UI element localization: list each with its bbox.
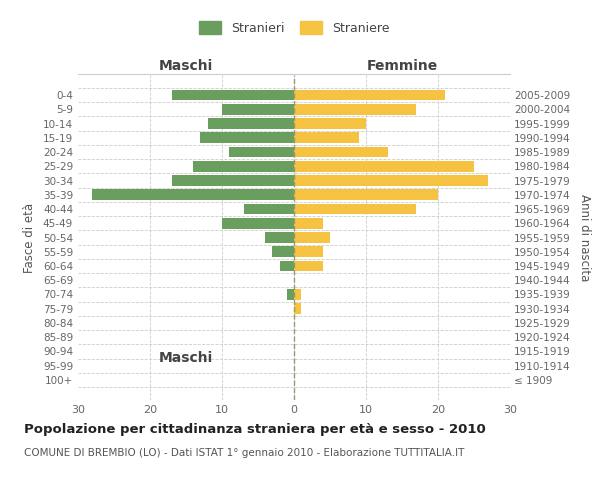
- Text: Femmine: Femmine: [367, 58, 437, 72]
- Bar: [294, 204, 416, 214]
- Bar: [294, 161, 474, 172]
- Bar: [244, 204, 294, 214]
- Bar: [272, 246, 294, 257]
- Bar: [294, 304, 301, 314]
- Y-axis label: Anni di nascita: Anni di nascita: [578, 194, 591, 281]
- Bar: [294, 146, 388, 158]
- Text: Maschi: Maschi: [159, 58, 213, 72]
- Bar: [200, 132, 294, 143]
- Bar: [208, 118, 294, 129]
- Bar: [193, 161, 294, 172]
- Bar: [294, 246, 323, 257]
- Bar: [172, 90, 294, 101]
- Text: COMUNE DI BREMBIO (LO) - Dati ISTAT 1° gennaio 2010 - Elaborazione TUTTITALIA.IT: COMUNE DI BREMBIO (LO) - Dati ISTAT 1° g…: [24, 448, 464, 458]
- Bar: [294, 289, 301, 300]
- Bar: [172, 175, 294, 186]
- Bar: [280, 260, 294, 272]
- Bar: [294, 90, 445, 101]
- Y-axis label: Fasce di età: Fasce di età: [23, 202, 36, 272]
- Bar: [294, 132, 359, 143]
- Bar: [287, 289, 294, 300]
- Bar: [294, 190, 438, 200]
- Bar: [294, 118, 366, 129]
- Bar: [229, 146, 294, 158]
- Bar: [294, 218, 323, 228]
- Bar: [294, 232, 330, 243]
- Bar: [265, 232, 294, 243]
- Legend: Stranieri, Straniere: Stranieri, Straniere: [193, 16, 395, 40]
- Bar: [92, 190, 294, 200]
- Bar: [222, 218, 294, 228]
- Bar: [294, 260, 323, 272]
- Bar: [294, 104, 416, 115]
- Bar: [222, 104, 294, 115]
- Bar: [294, 175, 488, 186]
- Text: Maschi: Maschi: [159, 352, 213, 366]
- Text: Popolazione per cittadinanza straniera per età e sesso - 2010: Popolazione per cittadinanza straniera p…: [24, 422, 486, 436]
